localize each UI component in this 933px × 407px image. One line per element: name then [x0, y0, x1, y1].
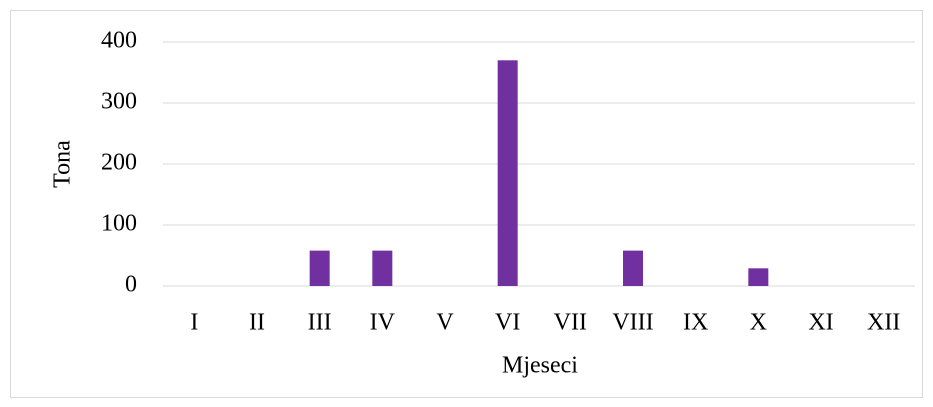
- chart-frame: [10, 10, 923, 398]
- x-axis-label: Mjeseci: [502, 353, 578, 379]
- x-tick-label: IX: [683, 310, 708, 336]
- x-tick-label: I: [190, 310, 198, 336]
- x-tick-label: XI: [808, 310, 833, 336]
- y-axis-label: Tona: [50, 140, 76, 188]
- x-tick-label: XII: [867, 310, 900, 336]
- bar: [497, 60, 518, 286]
- y-tick-label: 0: [125, 272, 137, 298]
- y-tick-label: 300: [101, 89, 137, 115]
- bar: [372, 250, 393, 286]
- x-tick-label: III: [308, 310, 332, 336]
- bar: [748, 268, 769, 286]
- bar: [309, 250, 330, 286]
- y-tick-label: 200: [101, 150, 137, 176]
- x-tick-label: VII: [554, 310, 587, 336]
- x-tick-label: II: [249, 310, 265, 336]
- x-tick-label: VIII: [612, 310, 653, 336]
- x-tick-label: V: [436, 310, 454, 336]
- bar: [623, 250, 643, 286]
- y-tick-label: 100: [101, 211, 137, 237]
- x-tick-label: IV: [370, 310, 396, 336]
- x-tick-label: X: [750, 310, 767, 336]
- y-tick-label: 400: [101, 28, 137, 54]
- x-tick-label: VI: [495, 310, 520, 336]
